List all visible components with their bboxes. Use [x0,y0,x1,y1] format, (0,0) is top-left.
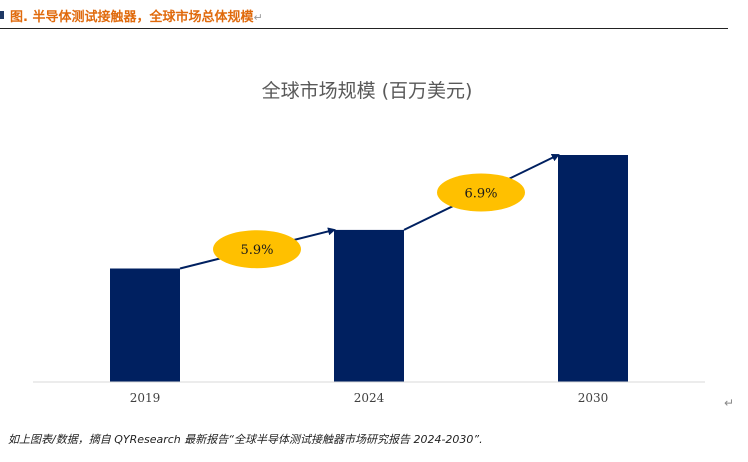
bar-2030 [558,155,628,382]
growth-badge-2 [437,173,525,212]
x-tick-label-2024: 2024 [354,391,385,405]
figure-header: 图. 半导体测试接触器，全球市场总体规模↵ [0,6,728,29]
source-note: 如上图表/数据，摘自 QYResearch 最新报告“全球半导体测试接触器市场研… [8,433,483,446]
return-mark: ↵ [253,11,263,24]
bar-2024 [334,229,404,382]
growth-rate-label-2: 6.9% [464,186,497,201]
x-tick-label-2030: 2030 [578,391,609,405]
x-tick-label-2019: 2019 [130,391,161,405]
growth-badge-1 [213,230,301,269]
header-marker [0,11,4,19]
figure-title-text: 图. 半导体测试接触器，全球市场总体规模 [10,10,254,25]
growth-rate-label-1: 5.9% [240,243,273,258]
figure-title: 图. 半导体测试接触器，全球市场总体规模↵ [10,6,263,25]
chart-title: 全球市场规模 (百万美元) [261,80,473,102]
bar-2019 [110,268,180,382]
side-return-mark: ↵ [724,396,735,410]
